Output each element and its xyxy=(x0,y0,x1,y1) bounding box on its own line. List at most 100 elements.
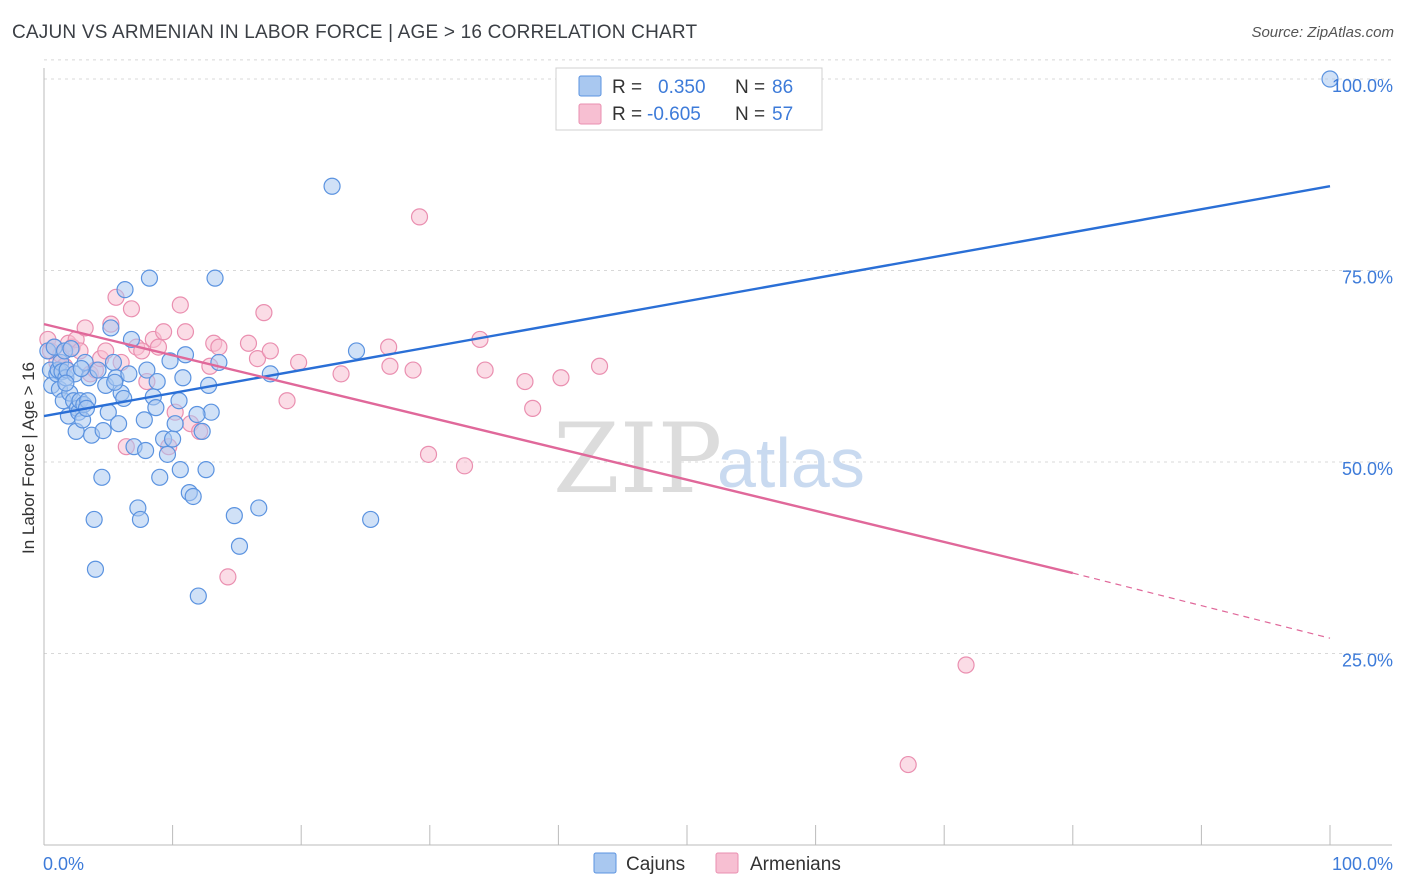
cajun-point xyxy=(120,365,138,383)
cajun-trend-line xyxy=(43,185,1331,418)
cajun-point xyxy=(161,352,179,370)
cajun-point xyxy=(1321,70,1339,88)
cajun-point xyxy=(151,468,169,486)
cajun-point xyxy=(138,361,156,379)
armenian-point xyxy=(419,445,438,463)
armenian-point xyxy=(404,361,422,379)
armenian-point xyxy=(239,334,258,352)
cajun-point xyxy=(174,369,192,387)
armenian-point xyxy=(410,208,429,226)
armenian-point xyxy=(957,656,975,674)
cajun-point xyxy=(136,441,155,460)
cajun-point xyxy=(102,319,120,337)
cajun-point xyxy=(148,372,166,391)
legend-n-label: N = xyxy=(735,104,765,125)
cajun-point xyxy=(362,510,380,529)
armenian-point xyxy=(176,323,195,341)
cajun-point xyxy=(164,430,182,448)
series-legend: Cajuns Armenians xyxy=(593,852,841,875)
cajun-point xyxy=(184,487,202,506)
armenian-point xyxy=(154,323,173,341)
cajun-point xyxy=(188,405,206,424)
legend-r-value-cajun: 0.350 xyxy=(658,77,706,98)
y-tick-labels: 25.0% 50.0% 75.0% 100.0% xyxy=(1332,76,1393,671)
armenian-point xyxy=(248,349,267,368)
cajun-point xyxy=(147,399,165,417)
legend-r-label: R = xyxy=(612,104,642,125)
legend-n-value-cajun: 86 xyxy=(772,77,793,98)
cajun-point xyxy=(106,373,124,391)
cajun-point xyxy=(72,359,90,378)
cajun-point xyxy=(93,468,111,486)
cajun-point xyxy=(116,281,134,299)
y-axis-title: In Labor Force | Age > 16 xyxy=(19,362,38,554)
cajun-point xyxy=(85,510,103,529)
armenian-point xyxy=(332,365,350,383)
y-tick-label: 75.0% xyxy=(1342,268,1393,288)
cajun-point xyxy=(170,392,188,410)
cajun-point xyxy=(230,537,249,555)
cajun-point xyxy=(225,507,243,525)
cajun-point xyxy=(250,499,268,517)
cajun-point xyxy=(347,342,366,360)
cajun-point xyxy=(62,340,80,358)
armenian-point xyxy=(590,357,609,375)
cajun-point xyxy=(140,269,159,287)
legend-r-value-armenian: -0.605 xyxy=(647,104,701,125)
cajun-point xyxy=(86,560,105,578)
armenian-trend-line xyxy=(43,322,1074,575)
cajun-point xyxy=(197,461,215,479)
cajun-point xyxy=(193,422,211,440)
x-tick-label-min: 0.0% xyxy=(43,854,84,874)
legend-label-cajuns: Cajuns xyxy=(626,854,685,875)
legend-swatch-cajun xyxy=(578,75,602,97)
cajun-point xyxy=(202,403,220,421)
cajun-point xyxy=(189,587,207,605)
cajun-point xyxy=(323,177,341,195)
cajun-point xyxy=(104,353,123,372)
cajun-point xyxy=(131,510,150,529)
armenian-point xyxy=(552,369,570,387)
cajun-point xyxy=(57,374,75,392)
cajun-point xyxy=(115,389,133,408)
cajun-point xyxy=(89,361,107,379)
armenian-point xyxy=(290,353,308,372)
cajun-point xyxy=(171,461,189,479)
y-tick-label: 100.0% xyxy=(1332,76,1393,96)
x-tick-label-max: 100.0% xyxy=(1332,854,1393,874)
armenian-point xyxy=(171,296,189,314)
cajun-point xyxy=(158,445,177,463)
cajun-point xyxy=(206,269,224,287)
armenian-point xyxy=(255,304,273,322)
armenian-point xyxy=(122,300,141,318)
watermark: ZIP atlas xyxy=(553,403,865,515)
axes xyxy=(43,68,1392,846)
armenian-point xyxy=(516,372,534,391)
correlation-legend: R = 0.350 N = 86 R = -0.605 N = 57 xyxy=(555,67,823,131)
trend-lines xyxy=(43,185,1331,639)
armenian-point xyxy=(899,755,917,774)
chart-title: CAJUN VS ARMENIAN IN LABOR FORCE | AGE >… xyxy=(12,22,698,43)
legend-n-value-armenian: 57 xyxy=(772,104,793,125)
cajun-point xyxy=(109,415,128,433)
armenian-point xyxy=(219,568,237,586)
armenian-point xyxy=(524,399,542,417)
armenian-point xyxy=(210,338,228,356)
armenian-point xyxy=(381,357,399,375)
armenian-point xyxy=(261,342,279,360)
armenian-point xyxy=(476,361,494,379)
watermark-zip: ZIP xyxy=(553,403,722,515)
legend-label-armenians: Armenians xyxy=(750,854,841,875)
legend-n-label: N = xyxy=(735,77,765,98)
y-tick-label: 50.0% xyxy=(1342,459,1393,479)
armenian-point xyxy=(278,392,296,410)
armenian-point xyxy=(455,457,474,475)
cajun-points xyxy=(39,70,1339,605)
cajun-point xyxy=(135,411,153,429)
grid-lines xyxy=(44,59,1392,654)
cajun-point xyxy=(94,421,112,440)
armenian-trend-extension xyxy=(1072,572,1331,639)
cajun-point xyxy=(166,415,184,433)
legend-swatch-armenians xyxy=(715,852,739,874)
